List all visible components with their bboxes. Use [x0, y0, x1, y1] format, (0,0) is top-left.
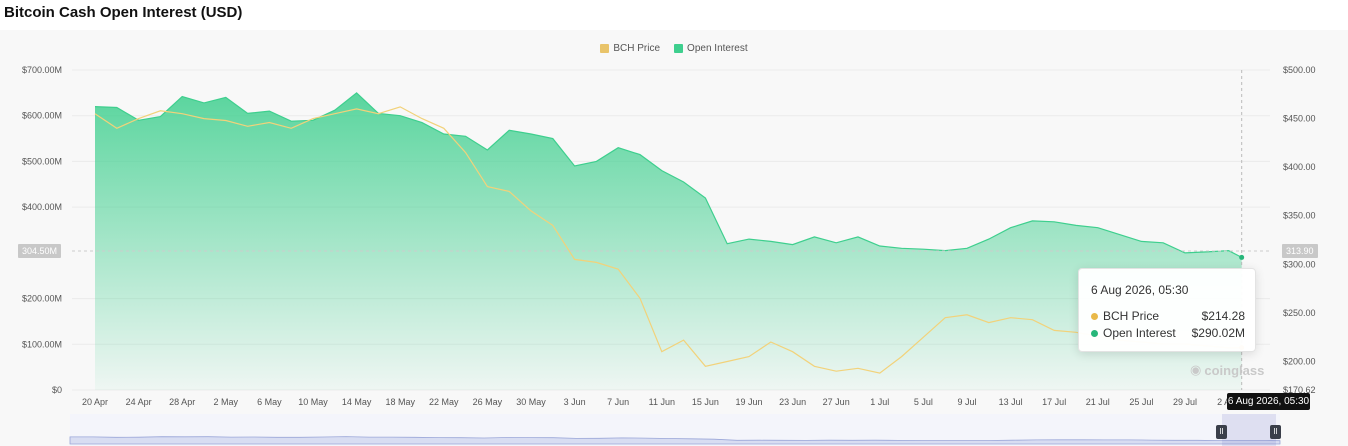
cursor-left-value-badge: 304.50M [18, 244, 62, 258]
crosshair-date-label: 6 Aug 2026, 05:30 [1227, 393, 1310, 410]
y-left-tick-label: $200.00M [22, 294, 62, 304]
tooltip-value-bch-price: $214.28 [1201, 309, 1245, 323]
coinglass-logo-icon: ◉ [1190, 362, 1202, 377]
y-right-tick-label: $450.00 [1283, 114, 1316, 124]
legend-swatch-open-interest [674, 44, 684, 53]
y-right-tick-label: $500.00 [1283, 65, 1316, 75]
x-tick-label: 5 Jul [914, 397, 933, 407]
legend-label-bch-price: BCH Price [613, 43, 661, 54]
x-tick-label: 1 Jul [870, 397, 889, 407]
x-tick-label: 20 Apr [82, 397, 108, 407]
open-interest-cursor-point [1239, 254, 1245, 260]
navigator-left-handle[interactable]: II [1216, 425, 1227, 439]
tooltip-title: 6 Aug 2026, 05:30 [1091, 283, 1189, 297]
x-tick-label: 22 May [429, 397, 459, 407]
y-right-tick-label: $250.00 [1283, 308, 1316, 318]
tooltip-row-bch-price: BCH Price $214.28 [1091, 309, 1245, 323]
x-tick-label: 19 Jun [735, 397, 762, 407]
x-tick-label: 2 May [214, 397, 239, 407]
x-tick-label: 27 Jun [823, 397, 850, 407]
y-left-tick-label: $100.00M [22, 339, 62, 349]
x-tick-label: 9 Jul [957, 397, 976, 407]
y-left-tick-label: $400.00M [22, 202, 62, 212]
y-right-tick-label: $350.00 [1283, 211, 1316, 221]
x-tick-label: 11 Jun [649, 397, 675, 407]
watermark: ◉ coinglass [1190, 362, 1264, 378]
legend: BCH Price Open Interest [0, 43, 1348, 54]
x-tick-label: 25 Jul [1129, 397, 1153, 407]
tooltip: 6 Aug 2026, 05:30 BCH Price $214.28 Open… [1078, 268, 1256, 352]
navigator-selected-range [1222, 414, 1276, 446]
x-tick-label: 17 Jul [1042, 397, 1066, 407]
x-tick-label: 7 Jun [607, 397, 629, 407]
x-tick-label: 26 May [473, 397, 503, 407]
y-left-tick-label: $0 [52, 385, 62, 395]
x-tick-label: 23 Jun [779, 397, 806, 407]
tooltip-row-open-interest: Open Interest $290.02M [1091, 326, 1245, 340]
x-tick-label: 30 May [516, 397, 546, 407]
x-tick-label: 18 May [385, 397, 415, 407]
x-tick-label: 3 Jun [564, 397, 586, 407]
x-tick-label: 24 Apr [126, 397, 152, 407]
open-interest-line [94, 92, 1242, 258]
y-left-tick-label: $500.00M [22, 156, 62, 166]
open-interest-area [95, 92, 1242, 391]
legend-item-open-interest[interactable]: Open Interest [674, 43, 748, 54]
tooltip-dot-open-interest [1091, 329, 1098, 337]
legend-label-open-interest: Open Interest [687, 43, 748, 54]
x-tick-label: 10 May [298, 397, 328, 407]
tooltip-label-open-interest: Open Interest [1103, 326, 1176, 340]
navigator-right-handle[interactable]: II [1270, 425, 1281, 439]
x-tick-label: 21 Jul [1086, 397, 1110, 407]
y-right-tick-label: $300.00 [1283, 259, 1316, 269]
x-tick-label: 6 May [257, 397, 282, 407]
navigator-series [69, 436, 1281, 445]
tooltip-label-bch-price: BCH Price [1103, 309, 1160, 323]
y-right-tick-label: $200.00 [1283, 356, 1316, 366]
x-tick-label: 15 Jun [692, 397, 719, 407]
y-right-tick-label: $170.62 [1283, 385, 1316, 395]
bch-price-line [94, 106, 1242, 374]
tooltip-value-open-interest: $290.02M [1191, 326, 1245, 340]
y-right-tick-label: $400.00 [1283, 162, 1316, 172]
cursor-right-value-badge: 313.90 [1282, 244, 1318, 258]
y-left-tick-label: $700.00M [22, 65, 62, 75]
x-tick-label: 13 Jul [999, 397, 1023, 407]
x-tick-label: 29 Jul [1173, 397, 1197, 407]
chart-title: Bitcoin Cash Open Interest (USD) [4, 4, 243, 21]
y-left-tick-label: $600.00M [22, 111, 62, 121]
legend-swatch-bch-price [600, 44, 610, 53]
tooltip-dot-bch-price [1091, 312, 1098, 320]
legend-item-bch-price[interactable]: BCH Price [600, 43, 660, 54]
x-tick-label: 28 Apr [169, 397, 195, 407]
x-tick-label: 14 May [342, 397, 372, 407]
watermark-text: coinglass [1204, 362, 1265, 378]
